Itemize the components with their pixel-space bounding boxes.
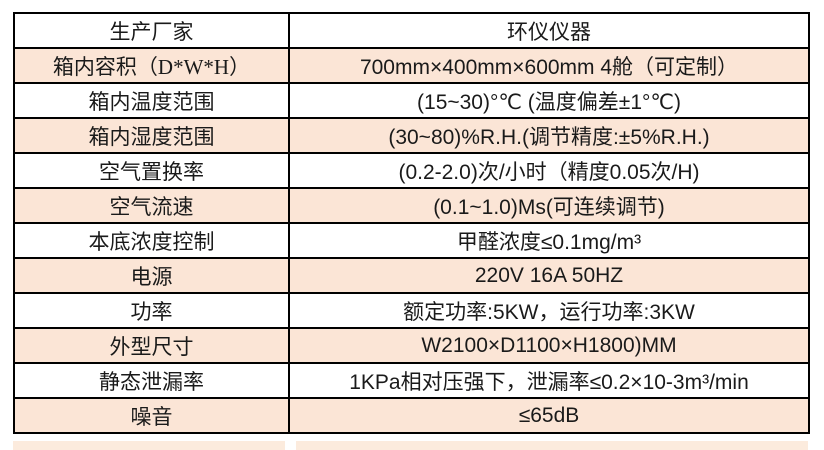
spec-label-air-exchange-rate: 空气置换率 [13, 152, 290, 189]
spec-value-power: 额定功率:5KW，运行功率:3KW [288, 292, 810, 329]
table-row: 生产厂家 环仪仪器 [13, 12, 810, 49]
spec-label-chamber-volume: 箱内容积（D*W*H） [13, 47, 290, 84]
table-row: 功率 额定功率:5KW，运行功率:3KW [13, 292, 810, 329]
spec-label-power-supply: 电源 [13, 257, 290, 294]
spec-label-air-velocity: 空气流速 [13, 187, 290, 224]
table-row: 外型尺寸 W2100×D1100×H1800)MM [13, 327, 810, 364]
table-row: 箱内容积（D*W*H） 700mm×400mm×600mm 4舱（可定制） [13, 47, 810, 84]
table-row: 箱内湿度范围 (30~80)%R.H.(调节精度:±5%R.H.) [13, 117, 810, 154]
spec-label-outer-dimensions: 外型尺寸 [13, 327, 290, 364]
spec-value-power-supply: 220V 16A 50HZ [288, 257, 810, 294]
table-row: 静态泄漏率 1KPa相对压强下，泄漏率≤0.2×10-3m³/min [13, 362, 810, 399]
table-row: 本底浓度控制 甲醛浓度≤0.1mg/m³ [13, 222, 810, 259]
product-spec-table: 生产厂家 环仪仪器 箱内容积（D*W*H） 700mm×400mm×600mm … [13, 12, 810, 434]
cropped-next-row-fragment-right [296, 441, 808, 450]
spec-value-temperature-range: (15~30)°℃ (温度偏差±1°℃) [288, 82, 810, 119]
spec-value-air-velocity: (0.1~1.0)Ms(可连续调节) [288, 187, 810, 224]
spec-label-power: 功率 [13, 292, 290, 329]
spec-value-chamber-volume: 700mm×400mm×600mm 4舱（可定制） [288, 47, 810, 84]
table-row: 空气置换率 (0.2-2.0)次/小时（精度0.05次/H) [13, 152, 810, 189]
cropped-next-row-fragment-left [13, 441, 285, 450]
table-row: 箱内温度范围 (15~30)°℃ (温度偏差±1°℃) [13, 82, 810, 119]
table-row: 电源 220V 16A 50HZ [13, 257, 810, 294]
spec-value-noise: ≤65dB [288, 397, 810, 434]
spec-label-manufacturer: 生产厂家 [13, 12, 290, 49]
spec-label-noise: 噪音 [13, 397, 290, 434]
spec-value-static-leak-rate: 1KPa相对压强下，泄漏率≤0.2×10-3m³/min [288, 362, 810, 399]
spec-label-temperature-range: 箱内温度范围 [13, 82, 290, 119]
spec-value-humidity-range: (30~80)%R.H.(调节精度:±5%R.H.) [288, 117, 810, 154]
spec-label-background-concentration: 本底浓度控制 [13, 222, 290, 259]
spec-label-static-leak-rate: 静态泄漏率 [13, 362, 290, 399]
spec-value-air-exchange-rate: (0.2-2.0)次/小时（精度0.05次/H) [288, 152, 810, 189]
table-row: 噪音 ≤65dB [13, 397, 810, 434]
table-row: 空气流速 (0.1~1.0)Ms(可连续调节) [13, 187, 810, 224]
spec-label-humidity-range: 箱内湿度范围 [13, 117, 290, 154]
spec-value-manufacturer: 环仪仪器 [288, 12, 810, 49]
spec-value-outer-dimensions: W2100×D1100×H1800)MM [288, 327, 810, 364]
spec-value-background-concentration: 甲醛浓度≤0.1mg/m³ [288, 222, 810, 259]
